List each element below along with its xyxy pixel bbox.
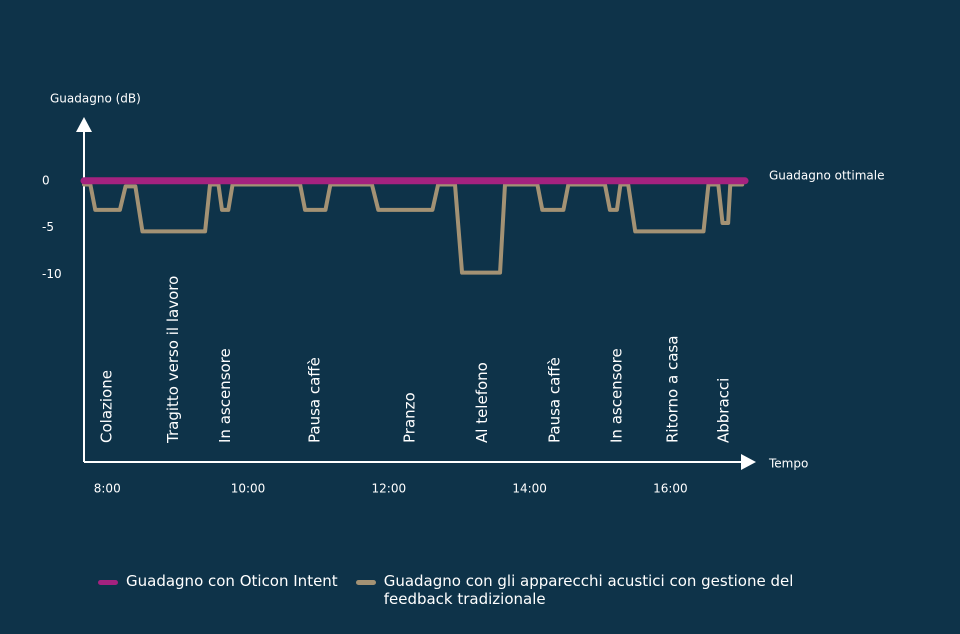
event-label: Pranzo	[400, 392, 418, 443]
legend-label: Guadagno con Oticon Intent	[126, 572, 338, 590]
event-label: Ritorno a casa	[664, 336, 682, 443]
legend: Guadagno con Oticon Intent Guadagno con g…	[98, 572, 826, 608]
y-tick-label: -5	[42, 220, 54, 234]
event-label: Tragitto verso il lavoro	[164, 276, 182, 444]
x-arrow	[741, 454, 756, 470]
y-arrow	[76, 117, 92, 132]
legend-label: Guadagno con gli apparecchi acustici con…	[383, 572, 794, 608]
event-label: Pausa caffè	[305, 357, 323, 443]
event-label: Abbracci	[714, 378, 732, 443]
legend-swatch	[355, 580, 376, 585]
series-line	[82, 182, 745, 275]
annotation: Guadagno ottimale	[769, 169, 884, 183]
event-label: Colazione	[98, 370, 116, 443]
y-axis-label: Guadagno (dB)	[50, 92, 141, 106]
x-axis-label: Tempo	[768, 457, 808, 471]
legend-swatch	[98, 580, 118, 585]
x-tick-label: 14:00	[512, 482, 547, 496]
y-tick-label: -10	[42, 267, 62, 281]
event-label: In ascensore	[607, 348, 625, 443]
y-tick-label: 0	[42, 173, 50, 187]
legend-item: Guadagno con gli apparecchi acustici con…	[355, 572, 826, 608]
legend-item: Guadagno con Oticon Intent	[98, 572, 338, 608]
x-tick-label: 10:00	[231, 482, 266, 496]
x-tick-label: 16:00	[653, 482, 688, 496]
event-label: Al telefono	[473, 362, 491, 443]
x-tick-label: 12:00	[372, 482, 407, 496]
event-label: In ascensore	[216, 348, 234, 443]
event-label: Pausa caffè	[545, 357, 563, 443]
x-tick-label: 8:00	[94, 482, 121, 496]
